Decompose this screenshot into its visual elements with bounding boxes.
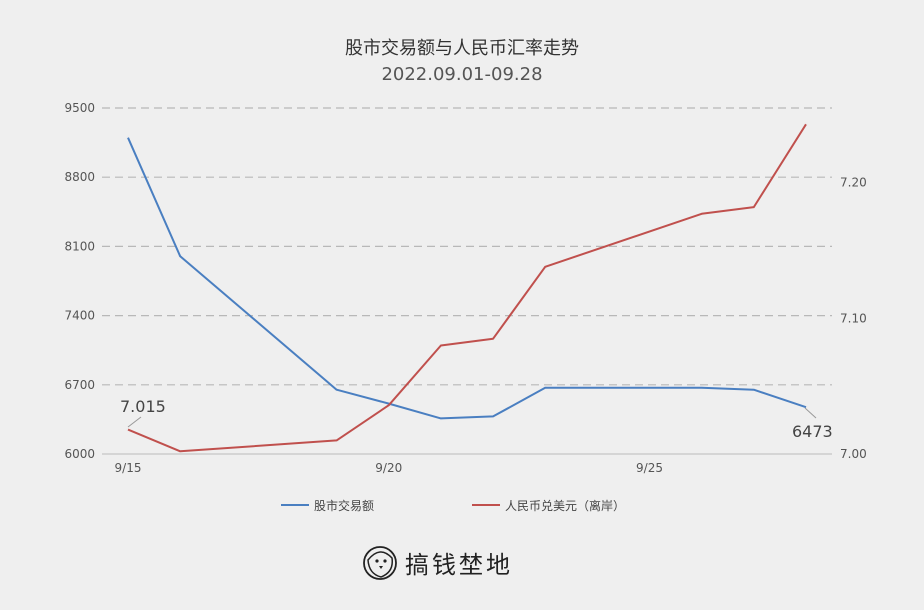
y-axis-left: 9500 8800 8100 7400 6700 6000 [64,101,95,461]
x-tick-label: 9/20 [375,461,402,475]
data-point-rmb-rate [335,438,339,442]
y-right-tick-label: 7.10 [840,311,867,325]
legend: 股市交易额 人民币兑美元（离岸） [281,498,625,513]
end-annotation: 6473 [792,422,833,441]
x-axis: 9/15 9/20 9/25 [115,461,663,475]
annotations: 7.015 6473 [120,397,833,441]
x-tick-label: 9/15 [115,461,142,475]
series-lines [126,122,808,453]
y-left-tick-label: 9500 [64,101,95,115]
y-axis-right: 7.20 7.10 7.00 [840,176,867,461]
legend-label-rmb: 人民币兑美元（离岸） [505,498,625,513]
brand-name: 搞钱埜地 [405,551,513,579]
data-point-rmb-rate [491,337,495,341]
end-annotation-leader [804,407,817,419]
y-left-tick-label: 6000 [64,447,95,461]
y-left-tick-label: 8800 [64,170,95,184]
data-point-rmb-rate [752,205,756,209]
data-point-stock-volume [543,386,547,390]
series-line-rmb-rate [127,123,807,453]
legend-label-stock: 股市交易额 [314,498,374,513]
brand: 搞钱埜地 [363,546,513,580]
data-point-stock-volume [126,136,130,140]
data-point-rmb-rate [126,428,130,432]
data-point-rmb-rate [439,343,443,347]
data-point-stock-volume [178,254,182,258]
y-left-tick-label: 7400 [64,309,95,323]
series-line-stock-volume [127,137,807,420]
data-point-stock-volume [439,416,443,420]
bird-logo-icon [363,546,397,580]
y-right-tick-label: 7.00 [840,447,867,461]
y-left-tick-label: 8100 [64,239,95,253]
data-point-rmb-rate [804,122,808,126]
data-point-rmb-rate [543,265,547,269]
y-left-tick-label: 6700 [64,378,95,392]
y-right-tick-label: 7.20 [840,176,867,190]
chart-subtitle: 2022.09.01-09.28 [381,64,542,85]
gridlines [102,107,832,386]
data-point-rmb-rate [178,449,182,453]
data-point-rmb-rate [700,212,704,216]
data-point-stock-volume [491,414,495,418]
chart-title: 股市交易额与人民币汇率走势 [345,38,579,59]
data-point-stock-volume [752,388,756,392]
data-point-stock-volume [335,388,339,392]
data-point-rmb-rate [387,403,391,407]
data-point-stock-volume [700,386,704,390]
start-annotation-leader [127,416,142,428]
start-annotation: 7.015 [120,397,166,416]
x-tick-label: 9/25 [636,461,663,475]
